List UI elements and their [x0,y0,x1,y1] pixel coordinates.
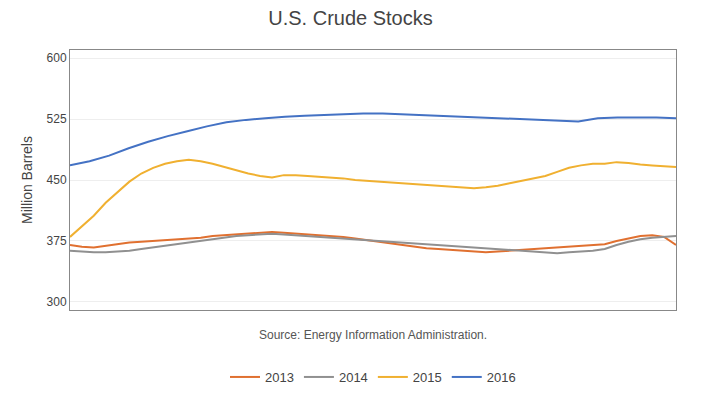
svg-text:Million Barrels: Million Barrels [19,136,35,224]
svg-text:450: 450 [47,173,67,187]
svg-text:2016: 2016 [487,370,516,385]
svg-text:2015: 2015 [413,370,442,385]
svg-text:U.S. Crude Stocks: U.S. Crude Stocks [268,7,433,29]
svg-text:300: 300 [47,295,67,309]
svg-text:Source: Energy Information Adm: Source: Energy Information Administratio… [259,328,487,342]
svg-text:2014: 2014 [339,370,368,385]
svg-text:375: 375 [47,234,67,248]
svg-text:525: 525 [47,112,67,126]
svg-text:600: 600 [47,51,67,65]
svg-text:2013: 2013 [265,370,294,385]
